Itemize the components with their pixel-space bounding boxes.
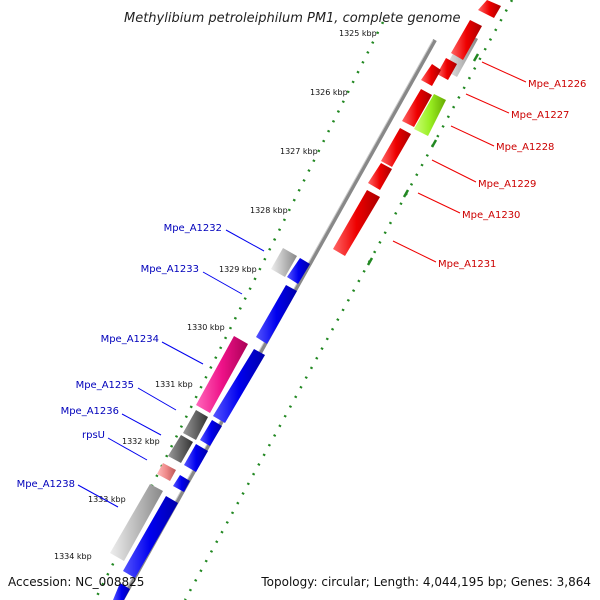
forward-leaders bbox=[392, 61, 527, 263]
gene-mpe-a1229a[interactable] bbox=[381, 128, 411, 167]
tick-label-1332: 1332 kbp bbox=[122, 437, 160, 446]
tick-label-1334: 1334 kbp bbox=[54, 552, 92, 561]
label-mpe-a1236[interactable]: Mpe_A1236 bbox=[61, 406, 119, 417]
gene-forward-b[interactable] bbox=[437, 58, 457, 80]
label-mpe-a1226[interactable]: Mpe_A1226 bbox=[528, 79, 586, 90]
reverse-gene-labels: Mpe_A1232 Mpe_A1233 Mpe_A1234 Mpe_A1235 … bbox=[17, 223, 222, 490]
gene-mpe-a1236[interactable] bbox=[168, 435, 193, 463]
gene-mpe-a1233[interactable] bbox=[256, 285, 297, 344]
gene-reverse-bottom[interactable] bbox=[113, 583, 130, 600]
label-mpe-a1233[interactable]: Mpe_A1233 bbox=[141, 264, 199, 275]
gene-mpe-a1232[interactable] bbox=[271, 248, 297, 277]
gene-mpe-a1238[interactable] bbox=[110, 484, 163, 561]
tick-label-1325: 1325 kbp bbox=[339, 29, 377, 38]
gene-mpe-a1228[interactable] bbox=[414, 94, 446, 136]
reverse-leaders bbox=[77, 229, 265, 508]
gene-mpe-a1227[interactable] bbox=[402, 89, 432, 127]
gene-mpe-a1234[interactable] bbox=[196, 336, 248, 413]
tick-label-1333: 1333 kbp bbox=[88, 495, 126, 504]
genome-summary-text: Topology: circular; Length: 4,044,195 bp… bbox=[260, 575, 591, 589]
inner-ring-marker-3 bbox=[402, 189, 410, 198]
tick-label-1329: 1329 kbp bbox=[219, 265, 257, 274]
label-mpe-a1234[interactable]: Mpe_A1234 bbox=[101, 334, 159, 345]
accession-text: Accession: NC_008825 bbox=[8, 575, 144, 589]
gene-reverse-long-b[interactable] bbox=[123, 496, 178, 578]
gene-reverse-small-a[interactable] bbox=[287, 258, 310, 284]
gene-reverse-small-b[interactable] bbox=[200, 420, 222, 446]
inner-ring-marker-4 bbox=[366, 257, 374, 266]
label-mpe-a1231[interactable]: Mpe_A1231 bbox=[438, 259, 496, 270]
tick-label-1326: 1326 kbp bbox=[310, 88, 348, 97]
tick-label-1327: 1327 kbp bbox=[280, 147, 318, 156]
tick-label-1331: 1331 kbp bbox=[155, 380, 193, 389]
gene-forward-top[interactable] bbox=[478, 0, 501, 18]
inner-tick-ring bbox=[183, 0, 514, 600]
label-mpe-a1228[interactable]: Mpe_A1228 bbox=[496, 142, 554, 153]
tick-label-1330: 1330 kbp bbox=[187, 323, 225, 332]
label-mpe-a1238[interactable]: Mpe_A1238 bbox=[17, 479, 75, 490]
label-mpe-a1232[interactable]: Mpe_A1232 bbox=[164, 223, 222, 234]
gene-reverse-long-a[interactable] bbox=[213, 349, 265, 423]
gene-mpe-a1229b[interactable] bbox=[368, 163, 392, 190]
tick-label-1328: 1328 kbp bbox=[250, 206, 288, 215]
label-mpe-a1235[interactable]: Mpe_A1235 bbox=[76, 380, 134, 391]
gene-reverse-small-c[interactable] bbox=[184, 444, 208, 472]
gene-reverse-small-d[interactable] bbox=[173, 475, 190, 492]
inner-ring-marker-2 bbox=[430, 139, 438, 148]
inner-ring-marker-1 bbox=[472, 53, 480, 62]
gene-mpe-a1235[interactable] bbox=[183, 410, 208, 440]
label-mpe-a1229[interactable]: Mpe_A1229 bbox=[478, 179, 536, 190]
forward-gene-labels: Mpe_A1226 Mpe_A1227 Mpe_A1228 Mpe_A1229 … bbox=[438, 79, 586, 270]
gene-mpe-a1230[interactable] bbox=[333, 190, 380, 256]
label-rpsu[interactable]: rpsU bbox=[82, 430, 105, 441]
gene-forward-a[interactable] bbox=[451, 20, 482, 60]
label-mpe-a1230[interactable]: Mpe_A1230 bbox=[462, 210, 520, 221]
tick-labels: 1325 kbp 1326 kbp 1327 kbp 1328 kbp 1329… bbox=[54, 29, 377, 561]
map-title: Methylibium petroleiphilum PM1, complete… bbox=[124, 11, 461, 26]
gene-forward-c[interactable] bbox=[421, 64, 441, 86]
gene-rpsu[interactable] bbox=[157, 463, 176, 481]
label-mpe-a1227[interactable]: Mpe_A1227 bbox=[511, 110, 569, 121]
